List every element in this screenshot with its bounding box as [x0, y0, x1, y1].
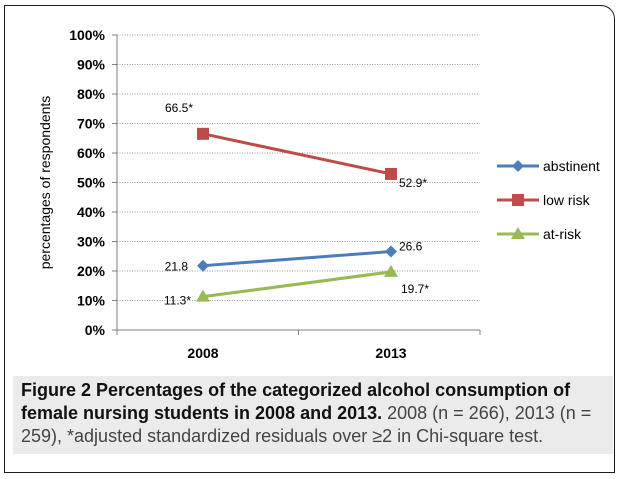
- series-group: 21.8 26.6 66.5* 52.9* 11.3* 19.7*: [164, 101, 429, 308]
- axes: [112, 34, 481, 335]
- line-chart: 0%10%20%30%40%50%60%70%80%90%100% 2008 20…: [37, 27, 600, 361]
- data-label: 19.7*: [401, 282, 429, 296]
- series-line: [202, 270, 392, 299]
- caption-lead: Figure 2 Percentages of the categorized …: [21, 380, 571, 423]
- legend-label: abstinent: [543, 158, 600, 174]
- y-tick-label: 50%: [77, 175, 106, 191]
- series-at-risk: 11.3* 19.7*: [164, 264, 429, 308]
- y-tick-label: 60%: [77, 145, 106, 161]
- y-tick-labels: 0% 10% 20% 30% 40% 50% 60% 70% 80% 90% 100%: [69, 27, 105, 338]
- y-tick-label: 30%: [77, 234, 106, 250]
- series-low-risk: 66.5* 52.9*: [165, 101, 427, 190]
- gridlines: [117, 34, 480, 301]
- legend-swatch-marker: [512, 160, 524, 172]
- y-tick-label: 0%: [85, 322, 106, 338]
- legend-item: low risk: [497, 192, 591, 208]
- y-tick-label: 90%: [77, 57, 106, 73]
- y-tick-label: 20%: [77, 263, 106, 279]
- series-line: [202, 250, 392, 268]
- legend-label: low risk: [543, 192, 591, 208]
- data-label: 11.3*: [164, 294, 191, 308]
- legend-label: at-risk: [543, 226, 582, 242]
- legend-swatch-marker: [512, 194, 524, 206]
- y-tick-label: 40%: [77, 204, 106, 220]
- data-point: [384, 264, 398, 277]
- legend-item: abstinent: [497, 158, 600, 174]
- series-abstinent: 21.8 26.6: [165, 240, 423, 274]
- legend: abstinent low risk at-risk: [497, 158, 600, 242]
- figure-caption: Figure 2 Percentages of the categorized …: [13, 376, 613, 454]
- data-point: [385, 245, 397, 258]
- caption-rest: 2008 (n = 266), 2013 (n = 259), *adjuste…: [21, 403, 592, 446]
- figure-frame: [4, 5, 615, 473]
- x-tick-label: 2013: [375, 345, 406, 361]
- x-tick-labels: 2008 2013: [187, 345, 406, 361]
- legend-item: at-risk: [497, 226, 582, 242]
- data-point: [385, 167, 397, 180]
- y-tick-label: 70%: [77, 116, 106, 132]
- data-label: 26.6: [399, 240, 423, 254]
- data-point: [197, 127, 209, 140]
- legend-swatch-marker: [511, 227, 525, 239]
- y-tick-label: 10%: [77, 293, 106, 309]
- data-label: 66.5*: [165, 101, 193, 115]
- y-axis-label: percentages of respondents: [37, 96, 53, 270]
- data-label: 21.8: [165, 260, 189, 274]
- data-point: [197, 259, 209, 272]
- x-tick-label: 2008: [187, 345, 218, 361]
- series-line: [202, 132, 392, 176]
- y-tick-label: 100%: [69, 27, 105, 43]
- data-point: [196, 289, 210, 302]
- data-label: 52.9*: [399, 176, 427, 190]
- y-tick-label: 80%: [77, 86, 106, 102]
